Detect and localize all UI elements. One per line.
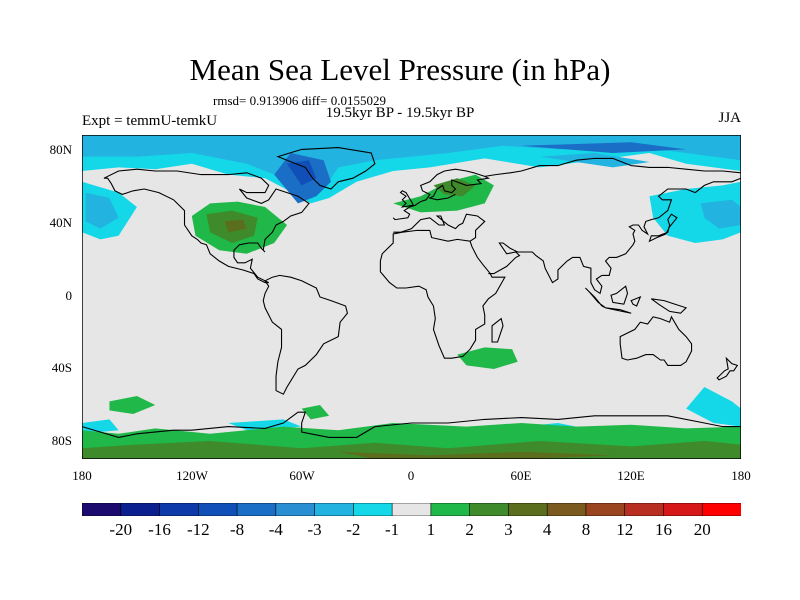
colorbar-swatch	[430, 503, 471, 516]
northern-europe-coast	[392, 168, 491, 221]
scandinavia-olive-region	[433, 178, 476, 197]
antarctic-brown-region	[338, 451, 613, 459]
colorbar	[82, 503, 741, 516]
colorbar-swatch	[701, 503, 741, 516]
pressure-map	[82, 135, 741, 459]
lon-label: 120E	[617, 468, 645, 483]
colorbar-swatch	[391, 503, 432, 516]
south-pacific-cyan-region	[686, 387, 741, 427]
south-pacific-green-region	[109, 396, 156, 414]
antarctica-coast	[82, 411, 741, 438]
great-britain-coast	[399, 190, 415, 208]
colorbar-label: -3	[307, 520, 322, 539]
siberia-blue-region	[521, 142, 687, 153]
greenland-deep-blue-region	[287, 160, 317, 186]
colorbar-swatch	[663, 503, 704, 516]
madagascar-coast	[491, 317, 504, 343]
lat-label: 40S	[51, 360, 72, 375]
colorbar-swatch	[353, 503, 393, 516]
season-label: JJA	[718, 110, 741, 126]
colorbar-swatch	[508, 503, 548, 516]
colorbar-label: 12	[616, 520, 634, 539]
colorbar-swatch	[197, 503, 238, 516]
colorbar-label: -2	[346, 520, 361, 539]
new-zealand-coast	[716, 356, 739, 381]
drake-passage-green-region	[301, 405, 330, 420]
maritime-continent-coast	[585, 285, 688, 314]
colorbar-swatch	[314, 503, 355, 516]
neutral-background	[82, 135, 741, 459]
south-america-coast	[262, 274, 349, 395]
japan-coast	[648, 213, 678, 243]
north-pacific-blue-west	[85, 192, 119, 229]
colorbar-swatch	[120, 503, 161, 516]
colorbar-swatch	[159, 503, 200, 516]
map-title: Mean Sea Level Pressure (in hPa)	[189, 52, 611, 87]
lon-label: 60W	[289, 468, 315, 483]
colorbar-label: 8	[581, 520, 591, 539]
colorbar-label: -16	[148, 520, 171, 539]
colorbar-label: 4	[542, 520, 552, 539]
colorbar-label: 1	[426, 520, 436, 539]
lat-label: 0	[65, 288, 73, 303]
australia-coast	[619, 315, 693, 366]
rmsd-diff-stats: rmsd= 0.913906 diff= 0.0155029	[213, 93, 386, 108]
experiment-label: Expt = temmU-temkU	[82, 113, 218, 129]
greenland-coast	[276, 147, 376, 190]
ross-sea-cyan-region	[82, 419, 119, 434]
colorbar-label: 2	[465, 520, 474, 539]
colorbar-label: -8	[229, 520, 245, 539]
lon-label: 120W	[176, 468, 208, 483]
colorbar-label: 20	[693, 520, 711, 539]
lat-label: 80N	[49, 142, 72, 157]
colorbar-label: -1	[385, 520, 400, 539]
north-pacific-blue-east	[700, 199, 741, 229]
colorbar-label: 16	[654, 520, 672, 539]
lon-label: 0	[407, 468, 415, 483]
colorbar-swatch	[82, 503, 122, 516]
lon-label: 180	[72, 468, 92, 483]
colorbar-swatch	[585, 503, 626, 516]
lon-label: 180	[731, 468, 751, 483]
period-label: 19.5kyr BP - 19.5kyr BP	[325, 105, 475, 121]
africa-europe-coast	[379, 213, 506, 359]
colorbar-label: 3	[504, 520, 513, 539]
coastlines	[82, 147, 741, 438]
siberia-coast	[484, 157, 741, 177]
colorbar-swatch	[624, 503, 665, 516]
colorbar-label: -4	[268, 520, 283, 539]
north-america-brown-region	[224, 219, 247, 233]
colorbar-swatch	[469, 503, 510, 516]
colorbar-swatch	[546, 503, 587, 516]
asia-coast	[488, 177, 741, 295]
south-indian-ocean-green-region	[457, 347, 518, 369]
colorbar-label: -12	[186, 520, 210, 539]
lat-label: 40N	[49, 215, 72, 230]
colorbar-swatch	[275, 503, 316, 516]
north-america-coast	[103, 168, 310, 284]
arctic-light-blue-region	[82, 135, 741, 193]
lon-label: 60E	[510, 468, 532, 483]
lat-label: 80S	[51, 433, 72, 448]
colorbar-label: -20	[109, 520, 133, 539]
kara-sea-blue-region	[539, 153, 650, 168]
colorbar-swatch	[236, 503, 277, 516]
